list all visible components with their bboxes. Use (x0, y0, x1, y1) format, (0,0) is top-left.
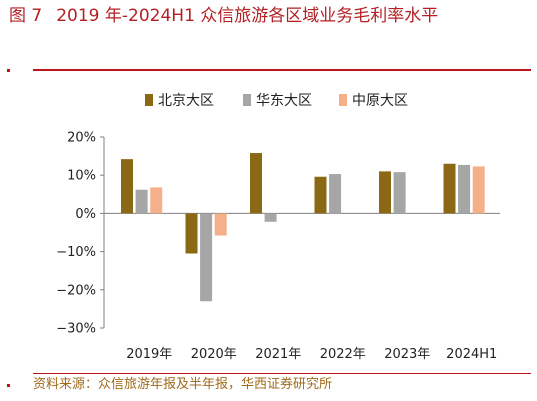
legend-label: 北京大区 (158, 93, 214, 109)
x-tick-label: 2022年 (320, 347, 366, 362)
bar (458, 164, 471, 214)
bar (135, 189, 148, 214)
y-tick-label: −30% (56, 322, 96, 337)
figure-title-text: 2019 年-2024H1 众信旅游各区域业务毛利率水平 (56, 6, 439, 26)
legend-label: 华东大区 (256, 93, 312, 109)
figure-title: 图 7 2019 年-2024H1 众信旅游各区域业务毛利率水平 (9, 3, 529, 30)
y-tick-label: 0% (75, 207, 96, 222)
bar (185, 213, 198, 254)
bar (472, 166, 485, 214)
bar (393, 172, 406, 214)
bar (264, 213, 277, 222)
bar (150, 187, 163, 214)
bar (200, 213, 213, 302)
margin-mark (7, 69, 10, 72)
bar (214, 213, 227, 236)
bar (121, 159, 133, 214)
x-tick-label: 2023年 (384, 347, 430, 362)
source-note: 资料来源：众信旅游年报及半年报，华西证券研究所 (33, 377, 333, 392)
bar (314, 176, 327, 214)
margin-mark (7, 384, 10, 387)
x-axis-labels: 2019年 2020年 2021年 2022年 2023年 2024H1 (126, 347, 497, 362)
bar (379, 171, 391, 214)
x-tick-label: 2024H1 (446, 347, 497, 362)
bar (250, 153, 262, 214)
x-tick-label: 2019年 (126, 347, 172, 362)
bar (329, 174, 342, 214)
x-tick-label: 2020年 (191, 347, 237, 362)
legend: 北京大区 华东大区 中原大区 (145, 93, 408, 109)
figure-number: 图 7 (9, 6, 43, 26)
x-tick-label: 2021年 (255, 347, 301, 362)
legend-swatch (145, 94, 153, 106)
top-rule (33, 69, 531, 71)
bars (121, 153, 485, 302)
y-tick-label: −20% (56, 283, 96, 298)
y-axis: 20% 10% 0% −10% −20% −30% (56, 131, 500, 337)
y-tick-label: 20% (67, 131, 96, 146)
legend-swatch (339, 94, 347, 106)
bottom-rule (33, 373, 531, 374)
legend-label: 中原大区 (352, 93, 408, 109)
y-tick-label: 10% (67, 169, 96, 184)
legend-swatch (243, 94, 251, 106)
bar (443, 163, 456, 214)
y-tick-label: −10% (56, 245, 96, 260)
